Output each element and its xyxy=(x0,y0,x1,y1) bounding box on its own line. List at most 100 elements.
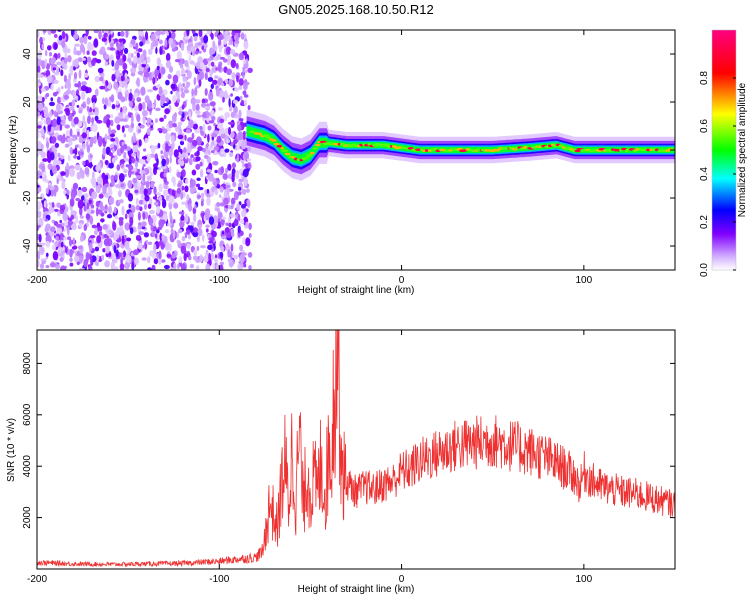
spectrogram-y-ticks: -40 -20 0 20 40 xyxy=(22,48,675,253)
noise-blob xyxy=(173,177,176,187)
noise-blob xyxy=(213,122,216,127)
noise-blob xyxy=(204,106,211,110)
signal-hotspot xyxy=(296,158,301,161)
noise-blob xyxy=(150,122,154,126)
noise-blob xyxy=(95,164,101,172)
noise-blob xyxy=(120,225,124,233)
noise-blob xyxy=(40,143,44,153)
noise-blob xyxy=(52,244,56,251)
noise-blob xyxy=(73,155,77,159)
noise-blob xyxy=(174,59,181,63)
noise-blob xyxy=(37,131,40,140)
noise-blob xyxy=(136,113,141,123)
noise-blob xyxy=(187,234,191,240)
noise-blob xyxy=(70,67,73,76)
noise-blob xyxy=(56,61,62,66)
noise-blob xyxy=(204,72,208,81)
noise-blob xyxy=(82,160,86,166)
noise-blob xyxy=(192,102,197,112)
noise-blob xyxy=(76,171,82,180)
noise-blob xyxy=(236,74,239,83)
noise-blob xyxy=(219,264,224,270)
noise-blob xyxy=(56,103,61,112)
noise-blob xyxy=(236,153,240,163)
noise-blob xyxy=(79,267,85,270)
noise-blob xyxy=(158,219,164,229)
noise-blob xyxy=(118,190,122,198)
signal-hotspot xyxy=(314,143,321,147)
noise-blob xyxy=(193,77,197,86)
noise-blob xyxy=(235,62,239,69)
noise-blob xyxy=(221,216,227,220)
noise-blob xyxy=(41,43,45,50)
noise-blob xyxy=(72,33,79,40)
noise-blob xyxy=(178,121,182,128)
noise-blob xyxy=(161,155,165,160)
noise-blob xyxy=(180,192,184,200)
noise-blob xyxy=(40,128,45,137)
noise-blob xyxy=(104,159,109,166)
noise-blob xyxy=(100,204,105,212)
noise-blob xyxy=(112,221,117,231)
noise-blob xyxy=(164,229,170,234)
snr-line xyxy=(37,330,675,568)
noise-blob xyxy=(237,225,241,234)
noise-blob xyxy=(154,233,158,239)
noise-blob xyxy=(220,148,225,155)
noise-blob xyxy=(59,123,63,131)
noise-blob xyxy=(241,209,246,218)
noise-blob xyxy=(153,163,158,168)
noise-blob xyxy=(86,50,90,55)
noise-blob xyxy=(135,42,139,52)
noise-blob xyxy=(158,183,163,193)
signal-hotspot xyxy=(400,146,405,149)
noise-blob xyxy=(241,188,247,195)
noise-blob xyxy=(51,56,56,64)
noise-blob xyxy=(69,257,73,262)
noise-blob xyxy=(172,95,177,103)
noise-blob xyxy=(91,43,94,51)
noise-blob xyxy=(197,194,201,199)
noise-blob xyxy=(246,239,250,243)
noise-blob xyxy=(239,254,245,264)
noise-blob xyxy=(199,161,203,167)
noise-blob xyxy=(180,42,185,51)
noise-blob xyxy=(165,133,171,142)
noise-blob xyxy=(188,255,192,261)
noise-blob xyxy=(63,190,67,195)
colorbar: 0.0 0.2 0.4 0.6 0.8 Normalized spectral ampl… xyxy=(699,29,748,277)
x-tick-label: -100 xyxy=(209,275,229,286)
noise-blob xyxy=(153,186,157,195)
noise-blob xyxy=(184,185,189,193)
noise-blob xyxy=(113,231,120,241)
x-tick-label: 100 xyxy=(576,574,593,585)
noise-blob xyxy=(113,259,116,263)
noise-blob xyxy=(149,250,154,257)
noise-blob xyxy=(135,234,142,240)
noise-blob xyxy=(219,251,224,259)
colorbar-tick-label: 0.2 xyxy=(699,215,710,229)
noise-blob xyxy=(180,91,185,99)
noise-blob xyxy=(141,156,148,160)
noise-blob xyxy=(83,258,88,268)
noise-blob xyxy=(153,98,157,109)
noise-blob xyxy=(49,101,55,107)
signal-hotspot xyxy=(309,151,315,155)
noise-blob xyxy=(214,45,218,52)
noise-blob xyxy=(50,30,57,34)
noise-blob xyxy=(186,194,190,201)
noise-blob xyxy=(69,168,76,177)
noise-blob xyxy=(155,118,158,123)
noise-blob xyxy=(182,83,186,87)
signal-hotspot xyxy=(504,147,509,150)
noise-blob xyxy=(155,192,161,196)
noise-blob xyxy=(193,249,198,257)
noise-blob xyxy=(132,132,136,142)
noise-blob xyxy=(83,72,89,78)
noise-blob xyxy=(53,43,58,50)
noise-blob xyxy=(50,185,55,191)
noise-blob xyxy=(131,152,137,158)
noise-blob xyxy=(55,236,59,241)
noise-blob xyxy=(143,232,149,238)
